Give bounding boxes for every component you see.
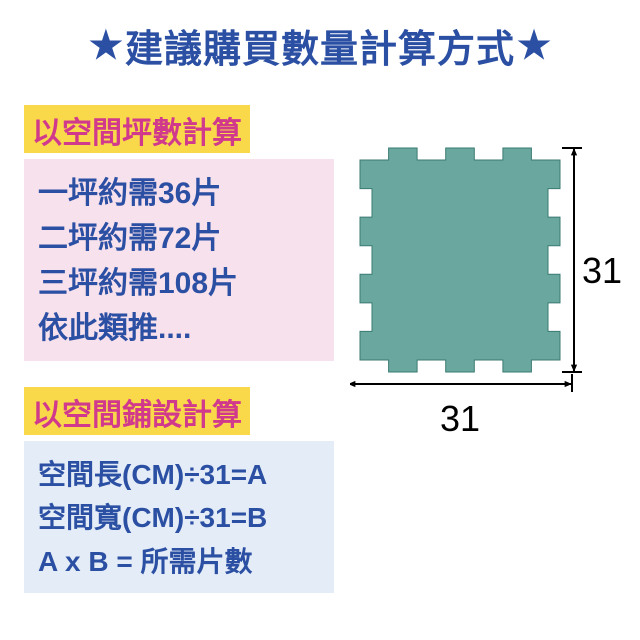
section1-block: 一坪約需36片 二坪約需72片 三坪約需108片 依此類推....: [24, 159, 334, 361]
star-icon: ★: [517, 23, 551, 68]
dimension-side: 31: [582, 250, 622, 292]
star-icon: ★: [89, 23, 123, 68]
text-line: 二坪約需72片: [38, 216, 320, 261]
left-column: 以空間坪數計算 一坪約需36片 二坪約需72片 三坪約需108片 依此類推...…: [24, 105, 334, 593]
text-line: 空間長(CM)÷31=A: [38, 453, 320, 496]
text-line: A x B = 所需片數: [38, 540, 320, 583]
text-line: 三坪約需108片: [38, 261, 320, 306]
text-line: 依此類推....: [38, 306, 320, 351]
text-line: 一坪約需36片: [38, 171, 320, 216]
section2-label: 以空間鋪設計算: [24, 387, 250, 435]
title-row: ★ 建議購買數量計算方式 ★: [0, 0, 640, 83]
page-title: 建議購買數量計算方式: [125, 18, 515, 73]
section2-block: 空間長(CM)÷31=A 空間寬(CM)÷31=B A x B = 所需片數: [24, 441, 334, 593]
section1-label: 以空間坪數計算: [24, 105, 250, 153]
dimension-bottom: 31: [440, 398, 480, 440]
tile-diagram: 31 31: [350, 130, 630, 450]
text-line: 空間寬(CM)÷31=B: [38, 496, 320, 539]
